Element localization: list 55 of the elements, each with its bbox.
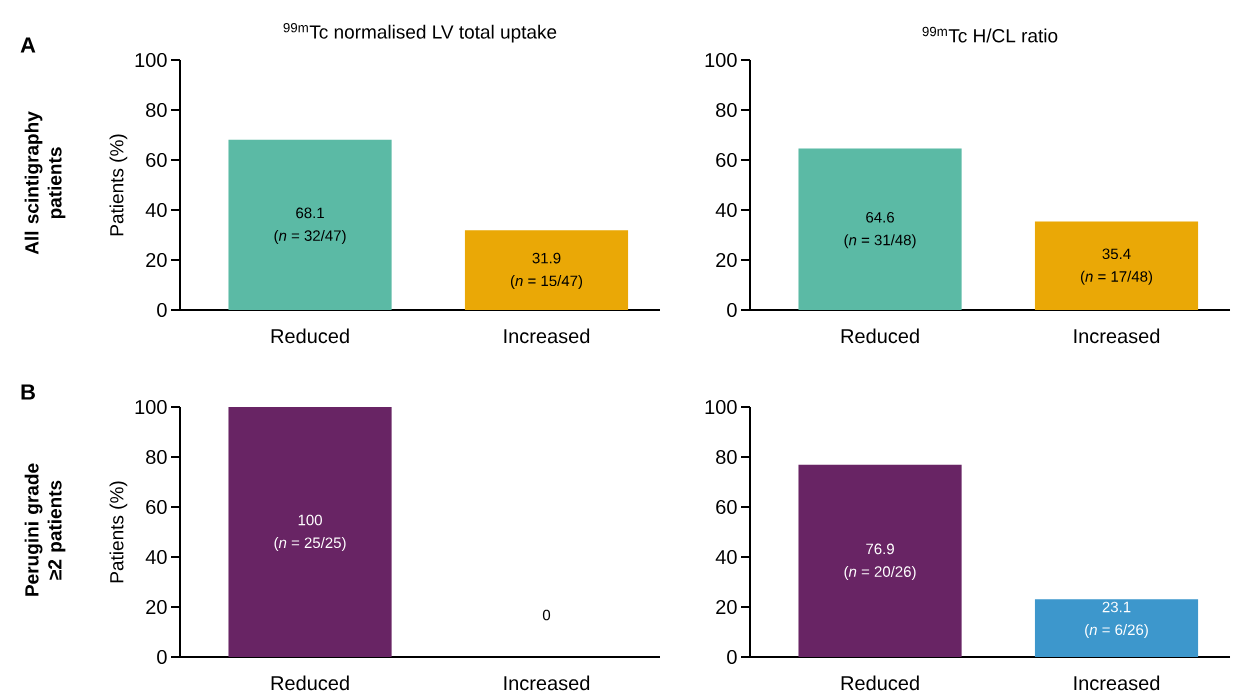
- x-tick-label: Reduced: [841, 675, 919, 691]
- x-tick-label: Increased: [504, 328, 590, 344]
- y-tick-label: 40: [145, 549, 167, 565]
- y-tick-label: 60: [146, 499, 167, 515]
- y-tick-label: 60: [146, 152, 167, 168]
- data-label: 64.6: [866, 211, 894, 223]
- text: All scintigraphy patients: [24, 111, 66, 255]
- text: B: [21, 384, 35, 400]
- y-tick-label: 20: [146, 599, 167, 615]
- y-tick-label: 100: [135, 52, 167, 68]
- annotation: (n = 20/26): [844, 565, 916, 580]
- y-tick-label: 80: [146, 449, 167, 465]
- chart-title: $^{99m}$Tc normalised LV total uptake: [283, 22, 557, 43]
- y-tick-label: 100: [705, 399, 737, 415]
- y-tick-label: 80: [716, 449, 737, 465]
- annotation: (n = 31/48): [844, 234, 916, 249]
- annotation: (n = 6/26): [1085, 624, 1148, 638]
- data-label: 23.1: [1102, 601, 1131, 613]
- y-tick-label: 20: [716, 599, 737, 615]
- y-tick-label: 20: [146, 252, 167, 268]
- chart-title: $^{99m}$Tc H/CL ratio: [922, 26, 1058, 43]
- x-tick-label: Increased: [1074, 328, 1160, 344]
- y-tick-label: 40: [715, 202, 737, 218]
- annotation: (n = 32/47): [274, 229, 346, 244]
- x-tick-label: Reduced: [841, 328, 919, 344]
- annotation: (n = 25/25): [274, 537, 346, 551]
- y-tick-label: 40: [715, 549, 737, 565]
- annotation: (n = 15/47): [510, 275, 583, 290]
- y-axis-title: Patients (%): [109, 481, 128, 583]
- text: A: [20, 37, 36, 53]
- data-label: 35.4: [1102, 248, 1131, 260]
- data-label: 68.1: [296, 207, 324, 219]
- y-tick-label: 100: [135, 399, 167, 415]
- annotation: (n = 17/48): [1080, 270, 1153, 285]
- y-tick-label: 0: [157, 302, 167, 318]
- y-tick-label: 80: [146, 102, 167, 118]
- y-tick-label: 0: [157, 649, 167, 665]
- y-tick-label: 80: [716, 102, 737, 118]
- y-axis-title: Patients (%): [109, 134, 128, 236]
- text: Perugini grade ≥2 patients: [24, 463, 66, 596]
- y-tick-label: 0: [727, 649, 737, 665]
- x-tick-label: Reduced: [271, 328, 349, 344]
- y-tick-label: 100: [705, 52, 737, 68]
- data-label: 76.9: [866, 543, 894, 555]
- data-label: 0: [542, 609, 551, 621]
- x-tick-label: Increased: [1074, 675, 1160, 691]
- x-tick-label: Increased: [504, 675, 590, 691]
- y-tick-label: 40: [145, 202, 167, 218]
- y-tick-label: 0: [727, 302, 737, 318]
- x-tick-label: Reduced: [271, 675, 349, 691]
- y-tick-label: 60: [716, 152, 737, 168]
- data-label: 100: [298, 514, 322, 526]
- data-label: 31.9: [532, 252, 561, 264]
- y-tick-label: 20: [716, 252, 737, 268]
- y-tick-label: 60: [716, 499, 737, 515]
